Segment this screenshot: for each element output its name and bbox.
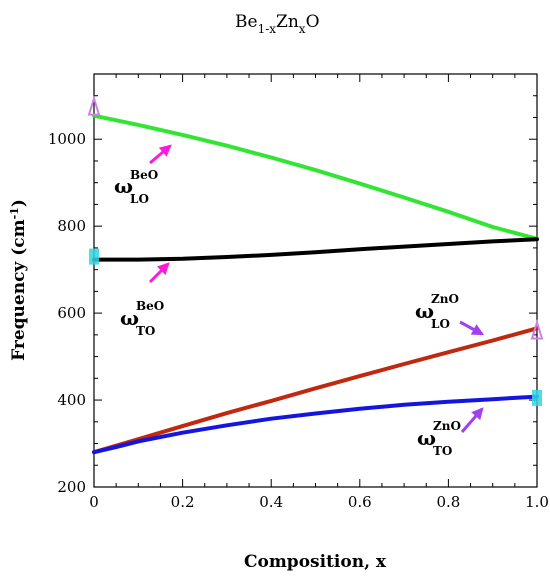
zno-to-sub: TO	[433, 444, 452, 458]
zno-to-omega: ω	[417, 426, 436, 450]
series-layer	[92, 113, 539, 455]
tick-labels: 0 0.2 0.4 0.6 0.8 1.0 200 400 600 800 1000	[48, 130, 549, 511]
x-axis-label: Composition, x	[244, 552, 387, 572]
y-axis-label-close: )	[9, 199, 29, 207]
zno-to-sup: ZnO	[433, 419, 461, 433]
zno-lo-omega: ω	[415, 299, 434, 323]
beo-to-omega: ω	[120, 306, 139, 330]
zno-to-label: ω ZnO TO	[417, 419, 461, 458]
beo-lo-sub: LO	[130, 192, 149, 206]
plot-frame	[93, 73, 538, 488]
beo-to-sup: BeO	[136, 299, 164, 313]
y-tick-label: 200	[57, 478, 86, 496]
beo-to-arrow	[148, 262, 170, 284]
zno-to-arrow	[460, 407, 484, 433]
series-zno-lo	[92, 326, 539, 455]
data-marker-square	[89, 248, 99, 265]
y-tick-label: 800	[57, 217, 86, 235]
beo-lo-arrow	[149, 144, 172, 165]
zno-lo-arrow	[459, 320, 485, 336]
y-axis-label: Frequency (cm-1)	[8, 199, 29, 361]
title-be: Be	[235, 12, 258, 32]
beo-lo-label: ω BeO LO	[114, 168, 158, 206]
beo-lo-sup: BeO	[130, 168, 158, 182]
title-sub-x: x	[299, 22, 306, 36]
x-tick-label: 0.8	[436, 493, 460, 511]
y-axis-label-main: Frequency (cm	[9, 219, 29, 361]
chart-title: Be1-xZnxO	[235, 12, 320, 36]
y-tick-label: 400	[57, 391, 86, 409]
x-tick-label: 0.2	[171, 493, 195, 511]
zno-lo-sup: ZnO	[431, 292, 459, 306]
title-sub-1-x: 1-x	[258, 22, 277, 36]
data-marker-triangle	[530, 319, 544, 340]
x-tick-label: 1.0	[525, 493, 549, 511]
y-tick-label: 600	[57, 304, 86, 322]
beo-to-label: ω BeO TO	[120, 299, 164, 338]
zno-lo-sub: LO	[431, 317, 450, 331]
data-marker-triangle	[87, 95, 101, 116]
x-tick-label: 0.4	[259, 493, 283, 511]
beo-lo-omega: ω	[114, 174, 133, 198]
series-zno-to	[92, 394, 539, 455]
y-tick-label: 1000	[48, 130, 86, 148]
series-beo-lo	[92, 113, 539, 241]
x-tick-label: 0	[89, 493, 99, 511]
axis-ticks	[93, 74, 538, 488]
y-axis-label-sup: -1	[8, 207, 21, 219]
series-beo-to	[92, 237, 539, 262]
x-tick-label: 0.6	[348, 493, 372, 511]
zno-lo-label: ω ZnO LO	[415, 292, 459, 331]
title-zn: Zn	[276, 12, 299, 32]
title-o: O	[306, 12, 320, 32]
marker-layer	[87, 95, 544, 406]
beo-to-sub: TO	[136, 324, 155, 338]
data-marker-square	[532, 389, 542, 406]
